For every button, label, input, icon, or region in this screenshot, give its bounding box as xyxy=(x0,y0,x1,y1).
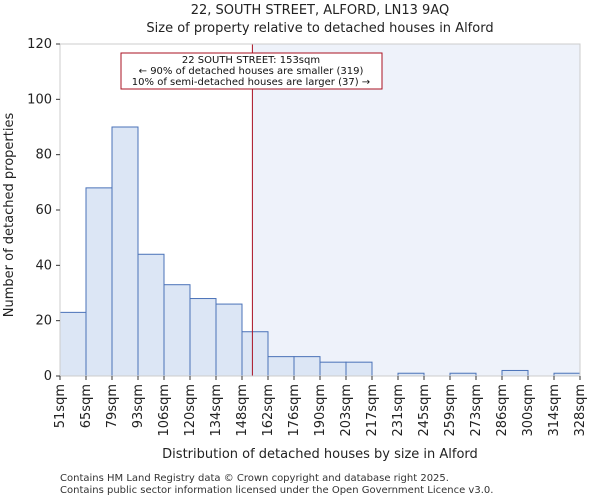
x-tick-label-273sqm: 273sqm xyxy=(469,384,484,437)
x-tick-label-93sqm: 93sqm xyxy=(131,384,146,428)
x-tick-label-217sqm: 217sqm xyxy=(365,384,380,437)
x-tick-label-314sqm: 314sqm xyxy=(547,384,562,437)
chart-title: 22, SOUTH STREET, ALFORD, LN13 9AQ xyxy=(191,3,449,18)
x-tick-label-79sqm: 79sqm xyxy=(105,384,120,428)
bar-134sqm xyxy=(215,303,243,377)
x-tick-label-162sqm: 162sqm xyxy=(261,384,276,437)
y-axis-label: Number of detached properties xyxy=(2,113,17,318)
x-tick-label-300sqm: 300sqm xyxy=(521,384,536,437)
plot-area: 22 SOUTH STREET: 153sqm ← 90% of detache… xyxy=(59,43,581,377)
footer-line-2: Contains public sector information licen… xyxy=(60,485,493,496)
larger-properties-region xyxy=(252,44,580,376)
x-tick-label-51sqm: 51sqm xyxy=(53,384,68,428)
x-tick-label-106sqm: 106sqm xyxy=(157,384,172,437)
x-tick-label-134sqm: 134sqm xyxy=(209,384,224,437)
x-axis-label: Distribution of detached houses by size … xyxy=(162,447,478,462)
annotation-line-2: ← 90% of detached houses are smaller (31… xyxy=(139,66,364,77)
x-tick-label-231sqm: 231sqm xyxy=(391,384,406,437)
footer-line-1: Contains HM Land Registry data © Crown c… xyxy=(60,473,449,484)
x-tick-label-286sqm: 286sqm xyxy=(495,384,510,437)
bar-162sqm xyxy=(267,356,295,377)
x-tick-label-176sqm: 176sqm xyxy=(287,384,302,437)
bar-190sqm xyxy=(319,361,347,377)
y-tick-label-40: 40 xyxy=(35,258,52,273)
y-tick-label-60: 60 xyxy=(35,203,52,218)
bar-65sqm xyxy=(85,187,113,377)
bar-106sqm xyxy=(163,284,191,377)
y-tick-label-100: 100 xyxy=(27,92,52,107)
bar-93sqm xyxy=(137,253,165,377)
x-tick-label-203sqm: 203sqm xyxy=(339,384,354,437)
annotation-box: 22 SOUTH STREET: 153sqm ← 90% of detache… xyxy=(120,52,383,90)
bar-176sqm xyxy=(293,356,321,377)
y-axis: 0 20 40 60 80 100 120 xyxy=(27,37,60,384)
annotation-line-1: 22 SOUTH STREET: 153sqm xyxy=(182,55,320,66)
x-tick-label-65sqm: 65sqm xyxy=(79,384,94,428)
x-tick-label-120sqm: 120sqm xyxy=(183,384,198,437)
bar-203sqm xyxy=(345,361,373,377)
bar-120sqm xyxy=(189,298,217,377)
x-tick-label-148sqm: 148sqm xyxy=(235,384,250,437)
x-axis: 51sqm 65sqm 79sqm 93sqm 106sqm 120sqm 134sqm 14… xyxy=(53,376,588,437)
y-tick-label-20: 20 xyxy=(35,314,52,329)
x-tick-label-190sqm: 190sqm xyxy=(313,384,328,437)
bar-148sqm xyxy=(241,331,269,377)
x-tick-label-328sqm: 328sqm xyxy=(573,384,588,437)
x-tick-label-259sqm: 259sqm xyxy=(443,384,458,437)
x-tick-label-245sqm: 245sqm xyxy=(417,384,432,437)
y-tick-label-0: 0 xyxy=(44,369,52,384)
chart-subtitle: Size of property relative to detached ho… xyxy=(146,21,493,36)
annotation-line-3: 10% of semi-detached houses are larger (… xyxy=(132,77,370,88)
bar-286sqm xyxy=(501,369,529,377)
y-tick-label-120: 120 xyxy=(27,37,52,52)
bar-51sqm xyxy=(59,311,87,377)
y-tick-label-80: 80 xyxy=(35,148,52,163)
bar-79sqm xyxy=(111,126,139,377)
